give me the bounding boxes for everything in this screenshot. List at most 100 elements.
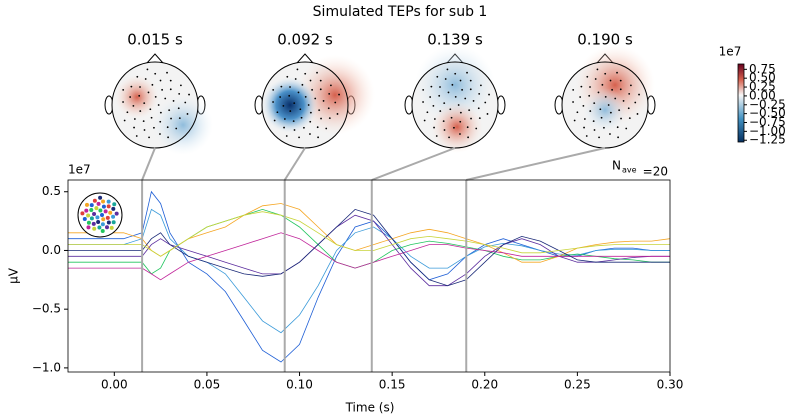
sensor bbox=[478, 92, 481, 95]
x-axis-label: Time (s) bbox=[345, 401, 395, 415]
sensor bbox=[601, 83, 604, 86]
field-blob bbox=[415, 45, 495, 125]
nose bbox=[296, 53, 314, 64]
sensor bbox=[588, 94, 591, 97]
colorbar-tick-label: −0.75 bbox=[749, 115, 786, 129]
sensor bbox=[597, 91, 600, 94]
sensor bbox=[157, 104, 160, 106]
inset-sensor bbox=[89, 216, 94, 221]
colorbar bbox=[737, 63, 745, 143]
sensor bbox=[430, 85, 433, 88]
sensor bbox=[159, 120, 162, 123]
sensor bbox=[319, 88, 322, 91]
sensor bbox=[579, 96, 582, 98]
eeg-trace bbox=[68, 208, 670, 334]
sensor bbox=[272, 101, 274, 103]
sensor bbox=[619, 79, 622, 82]
topomap-field bbox=[415, 45, 495, 153]
inset-sensor bbox=[103, 209, 108, 214]
sensor bbox=[583, 126, 585, 129]
sensor bbox=[609, 111, 612, 114]
sensor bbox=[282, 104, 285, 107]
inset-sensor bbox=[100, 228, 105, 233]
inset-sensor bbox=[100, 213, 105, 217]
sensor bbox=[139, 110, 142, 112]
sensor bbox=[318, 109, 321, 112]
y-tick-label: −1.0 bbox=[32, 360, 61, 374]
inset-sensor bbox=[111, 206, 116, 211]
sensor bbox=[572, 101, 574, 103]
nave-sub: ave bbox=[622, 166, 637, 175]
sensor bbox=[122, 101, 124, 103]
inset-sensor bbox=[106, 204, 111, 209]
sensor bbox=[429, 96, 432, 98]
sensor bbox=[168, 109, 171, 112]
nave-n: N bbox=[612, 159, 621, 173]
sensor bbox=[161, 88, 164, 91]
sensor bbox=[586, 75, 589, 78]
sensor bbox=[432, 104, 435, 107]
y-axis-label: µV bbox=[7, 267, 21, 284]
sensor bbox=[447, 91, 450, 94]
sensor bbox=[444, 78, 447, 80]
sensor bbox=[583, 118, 586, 120]
sensor bbox=[154, 95, 157, 98]
sensor bbox=[288, 94, 291, 97]
sensor bbox=[166, 126, 169, 129]
sensor bbox=[469, 88, 472, 91]
sensor bbox=[328, 117, 331, 119]
sensor bbox=[294, 78, 297, 80]
field-blob bbox=[583, 88, 627, 132]
sensor bbox=[439, 110, 442, 112]
inset-sensor bbox=[98, 208, 103, 213]
sensor bbox=[630, 84, 632, 87]
sensor bbox=[459, 79, 462, 82]
y-offset-label: 1e7 bbox=[68, 163, 91, 177]
inset-sensor bbox=[101, 204, 106, 209]
colorbar-tick-label: 0.00 bbox=[749, 88, 776, 102]
inset-sensor bbox=[101, 217, 106, 222]
inset-sensor bbox=[96, 201, 101, 206]
sensor bbox=[611, 88, 614, 91]
colorbar-tick-label: 0.75 bbox=[749, 62, 776, 76]
nave-rest: =20 bbox=[643, 165, 668, 179]
sensor bbox=[280, 85, 283, 88]
eeg-trace bbox=[68, 203, 670, 263]
sensor bbox=[143, 102, 146, 104]
sensor bbox=[184, 101, 187, 104]
sensor bbox=[123, 119, 126, 122]
topomap-time: 0.190 s bbox=[577, 31, 633, 49]
inset-sensor bbox=[108, 210, 113, 215]
sensor bbox=[180, 84, 182, 87]
sensor bbox=[582, 104, 585, 107]
sensor bbox=[607, 104, 610, 106]
sensor bbox=[604, 72, 607, 75]
sensor bbox=[450, 116, 453, 119]
field-blob bbox=[153, 95, 213, 155]
sensor bbox=[592, 120, 595, 122]
sensor bbox=[448, 136, 450, 139]
sensor bbox=[573, 119, 576, 122]
inset-sensor bbox=[94, 206, 99, 211]
sensor bbox=[136, 75, 139, 78]
colorbar-tick-label: −0.25 bbox=[749, 97, 786, 111]
sensor bbox=[178, 92, 181, 95]
eeg-trace bbox=[68, 232, 670, 281]
y-tick-label: 0.0 bbox=[42, 243, 61, 257]
topomap-time: 0.015 s bbox=[127, 31, 183, 49]
sensor bbox=[467, 136, 469, 139]
chart-title: Simulated TEPs for sub 1 bbox=[313, 4, 488, 20]
inset-sensor bbox=[106, 220, 111, 225]
sensor bbox=[317, 136, 319, 139]
sensor bbox=[604, 95, 607, 98]
sensor bbox=[328, 92, 331, 95]
sensor bbox=[480, 84, 482, 87]
inset-sensor bbox=[84, 208, 89, 213]
sensor bbox=[443, 129, 446, 131]
sensor bbox=[289, 86, 291, 88]
inset-sensor bbox=[92, 198, 97, 203]
sensor bbox=[454, 95, 457, 98]
sensor bbox=[484, 101, 487, 104]
connector bbox=[283, 147, 306, 181]
nose bbox=[146, 53, 164, 64]
